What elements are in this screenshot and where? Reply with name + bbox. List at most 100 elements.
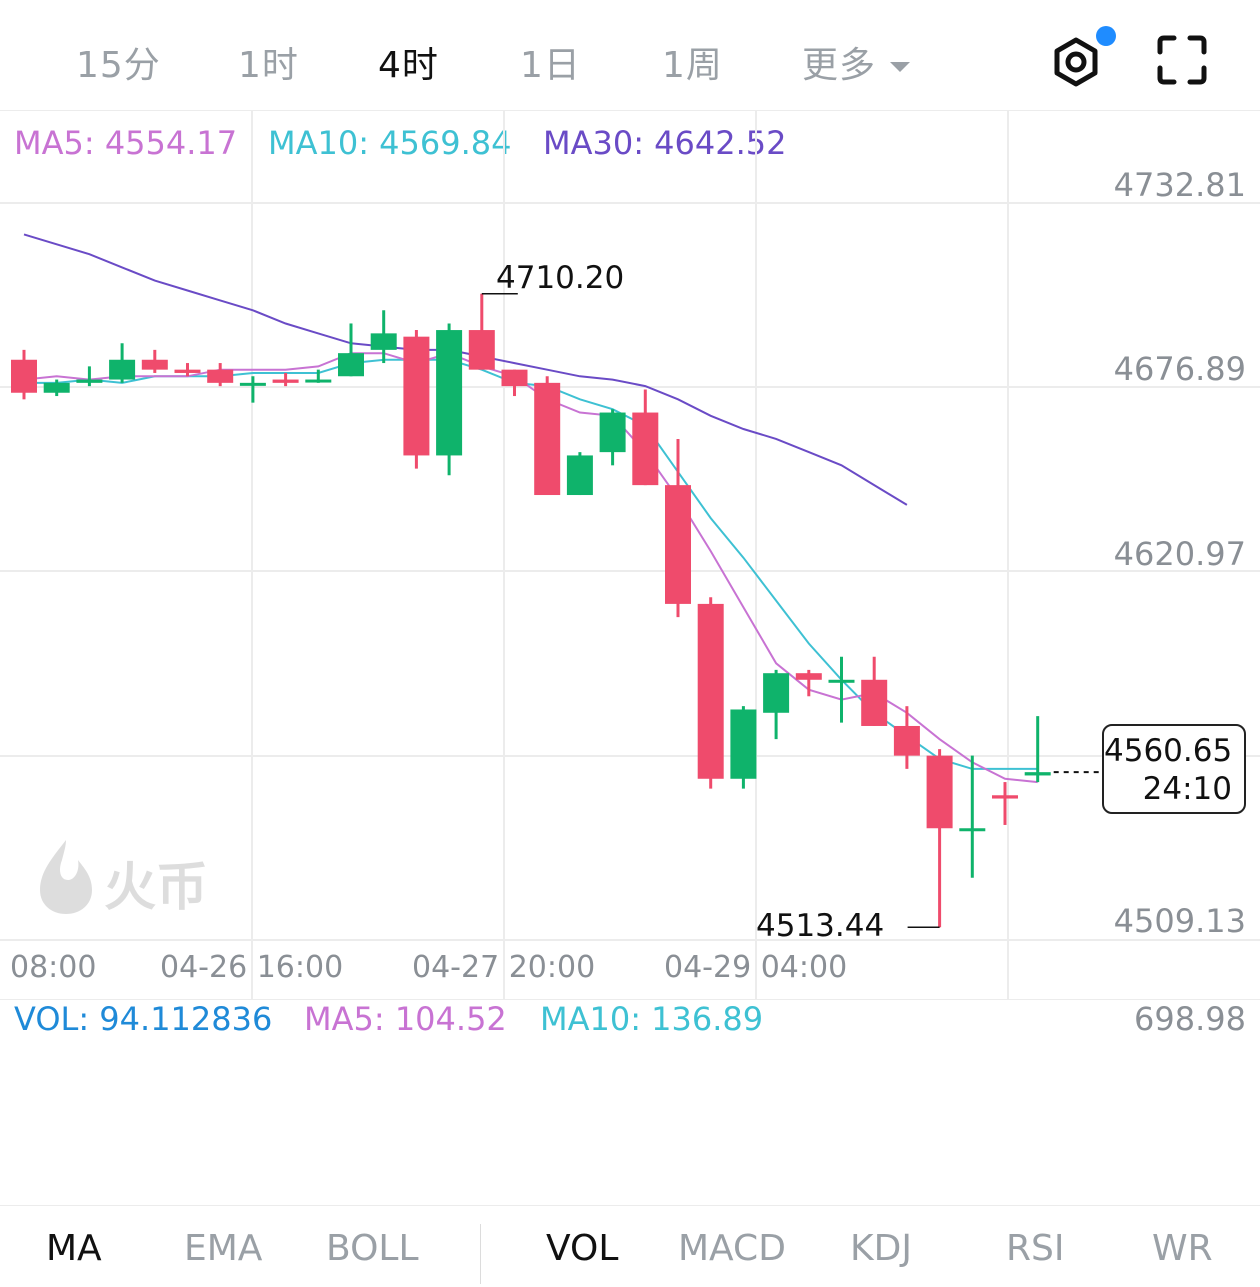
candle-body xyxy=(992,795,1018,799)
candle xyxy=(141,349,168,373)
current-price-box: 4560.65 24:10 xyxy=(1102,724,1246,814)
tab-ma[interactable]: MA xyxy=(46,1228,102,1269)
candle-body xyxy=(566,455,593,496)
candle xyxy=(566,452,593,496)
fullscreen-button[interactable] xyxy=(1156,34,1212,90)
candle-body xyxy=(730,709,757,779)
candle xyxy=(370,310,397,364)
tab-1h[interactable]: 1时 xyxy=(238,45,299,86)
candle xyxy=(828,656,855,723)
interval-tab-bar: 15分 1时 4时 1日 1周 更多 xyxy=(0,0,1260,111)
candle-body xyxy=(632,412,659,486)
tab-15m[interactable]: 15分 xyxy=(76,45,161,86)
candlestick-chart[interactable]: 火币 xyxy=(0,0,1260,1000)
candle xyxy=(665,438,691,618)
candle-body xyxy=(239,382,266,386)
chevron-down-icon xyxy=(890,62,911,72)
candle-countdown: 24:10 xyxy=(1142,771,1232,807)
price-tick-4: 4509.13 xyxy=(1113,902,1246,940)
settings-button[interactable] xyxy=(1048,26,1116,90)
candle-body xyxy=(1024,772,1051,776)
time-tick-1: 08:00 xyxy=(10,950,97,985)
notification-dot xyxy=(1096,26,1116,46)
candle-body xyxy=(501,369,528,387)
vol-legend: VOL: 94.112836 xyxy=(14,1000,273,1038)
candle-body xyxy=(305,379,332,383)
current-price: 4560.65 xyxy=(1104,733,1233,769)
price-tick-1: 4732.81 xyxy=(1113,166,1246,204)
candle-body xyxy=(468,330,495,370)
candle-body xyxy=(861,679,888,726)
ma30-line xyxy=(23,233,908,506)
candle xyxy=(468,293,495,370)
candle-body xyxy=(436,330,463,456)
low-price-label: 4513.44 xyxy=(756,908,885,944)
candle-body xyxy=(109,359,136,380)
candle xyxy=(76,366,103,387)
candle xyxy=(861,656,888,726)
candle xyxy=(893,706,920,769)
candle xyxy=(730,706,757,789)
candle-body xyxy=(697,603,724,779)
tab-rsi[interactable]: RSI xyxy=(1006,1228,1065,1269)
candle-body xyxy=(926,755,953,829)
candle-body xyxy=(893,725,920,756)
candle-body xyxy=(534,382,561,496)
candle xyxy=(109,343,136,383)
tab-ema[interactable]: EMA xyxy=(184,1228,263,1269)
candle-body xyxy=(43,382,70,393)
candle-body xyxy=(763,673,790,713)
candle xyxy=(697,597,724,789)
candle-body xyxy=(207,369,234,383)
candle xyxy=(534,376,561,496)
candle xyxy=(632,389,659,486)
gear-icon xyxy=(1054,37,1098,87)
candle xyxy=(1024,716,1051,783)
ma30-legend: MA30: 4642.52 xyxy=(543,124,787,162)
candle xyxy=(11,349,37,400)
tab-4h[interactable]: 4时 xyxy=(378,45,439,86)
tab-kdj[interactable]: KDJ xyxy=(850,1228,912,1269)
candle-body xyxy=(959,828,986,832)
candle-body xyxy=(76,379,103,383)
candle xyxy=(599,409,626,466)
watermark-logo: 火币 xyxy=(40,840,208,918)
tab-more-label: 更多 xyxy=(802,45,877,86)
candle-body xyxy=(338,353,364,377)
candle xyxy=(436,323,463,476)
watermark-text: 火币 xyxy=(104,858,208,918)
candle-body xyxy=(795,673,822,680)
tab-boll[interactable]: BOLL xyxy=(326,1228,419,1269)
candle-body xyxy=(11,359,37,393)
candle-body xyxy=(403,336,430,456)
ma10-legend: MA10: 4569.84 xyxy=(268,124,512,162)
tab-more[interactable]: 更多 xyxy=(802,36,911,88)
candle-body xyxy=(174,369,201,373)
indicator-tab-bar: MA EMA BOLL VOL MACD KDJ RSI WR xyxy=(0,1205,1260,1287)
candle xyxy=(43,379,70,397)
candle xyxy=(207,363,234,387)
candle xyxy=(338,323,364,377)
tab-1d[interactable]: 1日 xyxy=(520,45,581,86)
high-price-label: 4710.20 xyxy=(496,260,625,296)
tab-vol[interactable]: VOL xyxy=(546,1228,619,1269)
tab-macd[interactable]: MACD xyxy=(678,1228,786,1269)
candle xyxy=(763,669,790,740)
vol-ma10-legend: MA10: 136.89 xyxy=(540,1000,764,1038)
candle-body xyxy=(665,485,691,604)
candle xyxy=(501,369,528,397)
flame-logo xyxy=(40,840,92,914)
candle xyxy=(959,755,986,878)
tab-1w[interactable]: 1周 xyxy=(662,45,723,86)
tab-wr[interactable]: WR xyxy=(1152,1228,1213,1269)
price-tick-3: 4620.97 xyxy=(1113,535,1246,573)
candle-body xyxy=(599,412,626,453)
ma5-legend: MA5: 4554.17 xyxy=(14,124,238,162)
candle-body xyxy=(141,359,168,370)
candle xyxy=(272,372,299,387)
time-tick-3: 04-27 20:00 xyxy=(412,950,596,985)
candle xyxy=(795,669,822,697)
vol-max-label: 698.98 xyxy=(1134,1000,1246,1038)
candle xyxy=(926,749,953,928)
candle xyxy=(992,782,1018,825)
